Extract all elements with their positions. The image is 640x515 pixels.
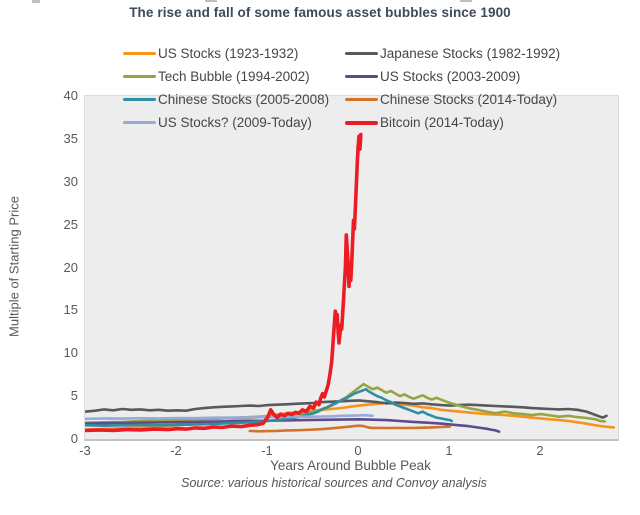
plot-area xyxy=(84,95,619,441)
x-tick-label-1: 1 xyxy=(445,443,453,458)
x-tick-label--1: -1 xyxy=(261,443,273,458)
plot-svg xyxy=(85,132,616,434)
legend-item-tech-bubble-1994: Tech Bubble (1994-2002) xyxy=(123,65,329,88)
y-axis-label: Multiple of Starting Price xyxy=(6,196,22,337)
series-line-us-stocks-2009 xyxy=(85,413,374,421)
legend-swatch-us-stocks-2009 xyxy=(123,121,156,124)
legend-label-us-stocks-2009: US Stocks? (2009-Today) xyxy=(158,115,312,130)
legend-label-tech-bubble-1994: Tech Bubble (1994-2002) xyxy=(158,69,310,84)
legend-item-japanese-stocks-1982: Japanese Stocks (1982-1992) xyxy=(345,42,560,65)
series-line-japanese-stocks-1982 xyxy=(85,399,608,419)
legend-item-us-stocks-2003: US Stocks (2003-2009) xyxy=(345,65,560,88)
legend-swatch-chinese-stocks-2014 xyxy=(345,98,378,101)
y-tick-label-20: 20 xyxy=(63,259,78,275)
series-line-us-stocks-2003 xyxy=(85,417,501,434)
series-line-chinese-stocks-2005 xyxy=(85,387,454,428)
legend-item-bitcoin-2014: Bitcoin (2014-Today) xyxy=(345,111,560,134)
y-tick-label-15: 15 xyxy=(63,302,78,318)
x-tick-label-0: 0 xyxy=(354,443,362,458)
legend-swatch-us-stocks-2003 xyxy=(345,75,378,78)
y-tick-label-40: 40 xyxy=(63,88,78,103)
legend-swatch-chinese-stocks-2005 xyxy=(123,98,156,101)
y-tick-label-25: 25 xyxy=(63,216,78,232)
cropped-text-fragment xyxy=(205,0,217,2)
legend-label-japanese-stocks-1982: Japanese Stocks (1982-1992) xyxy=(380,46,561,61)
legend-swatch-tech-bubble-1994 xyxy=(123,75,156,78)
y-tick-label-5: 5 xyxy=(70,388,78,404)
legend-label-us-stocks-2003: US Stocks (2003-2009) xyxy=(380,69,521,84)
x-axis-label: Years Around Bubble Peak xyxy=(270,458,431,473)
source-note: Source: various historical sources and C… xyxy=(181,476,487,490)
chart-title: The rise and fall of some famous asset b… xyxy=(129,5,511,20)
legend-item-chinese-stocks-2014: Chinese Stocks (2014-Today) xyxy=(345,88,560,111)
legend-label-chinese-stocks-2005: Chinese Stocks (2005-2008) xyxy=(158,92,330,107)
legend-swatch-bitcoin-2014 xyxy=(345,120,378,125)
series-line-bitcoin-2014 xyxy=(85,132,363,433)
x-tick-label-2: 2 xyxy=(536,443,544,458)
y-tick-label-30: 30 xyxy=(63,173,78,189)
legend-column-left: US Stocks (1923-1932) Tech Bubble (1994-2… xyxy=(123,42,329,134)
y-tick-label-35: 35 xyxy=(63,130,78,146)
legend-swatch-japanese-stocks-1982 xyxy=(345,52,378,55)
legend-item-chinese-stocks-2005: Chinese Stocks (2005-2008) xyxy=(123,88,329,111)
legend-label-chinese-stocks-2014: Chinese Stocks (2014-Today) xyxy=(380,92,558,107)
legend-label-us-stocks-1923: US Stocks (1923-1932) xyxy=(158,46,299,61)
legend-item-us-stocks-2009: US Stocks? (2009-Today) xyxy=(123,111,329,134)
cropped-text-fragment xyxy=(460,0,472,2)
series-line-chinese-stocks-2014 xyxy=(248,424,452,433)
legend-column-right: Japanese Stocks (1982-1992) US Stocks (20… xyxy=(345,42,560,134)
legend-item-us-stocks-1923: US Stocks (1923-1932) xyxy=(123,42,329,65)
x-tick-label--2: -2 xyxy=(170,443,182,458)
y-tick-label-0: 0 xyxy=(70,431,78,446)
y-tick-label-10: 10 xyxy=(63,345,78,361)
cropped-text-fragment xyxy=(32,0,40,3)
legend-swatch-us-stocks-1923 xyxy=(123,52,156,55)
x-tick-label--3: -3 xyxy=(79,443,91,458)
legend-label-bitcoin-2014: Bitcoin (2014-Today) xyxy=(380,115,504,130)
